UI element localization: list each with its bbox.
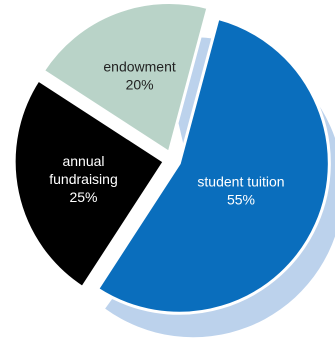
slice-value-endowment: 20% (126, 77, 154, 93)
pie-slice-endowment (41, 1, 210, 155)
pie-slice-annual-fundraising (12, 78, 166, 289)
slice-label-annual-fundraising: annual fundraising 25% (49, 153, 118, 205)
slice-name-annual-fundraising: fundraising (49, 171, 118, 187)
slice-label-student-tuition: student tuition 55% (197, 174, 284, 208)
slice-name-annual-fundraising: annual (62, 153, 104, 169)
slice-value-annual-fundraising: 25% (69, 189, 97, 205)
slice-name-endowment: endowment (103, 59, 175, 75)
slice-label-endowment: endowment 20% (103, 59, 175, 93)
slice-name-student-tuition: student tuition (197, 174, 284, 190)
pie-slice-student-tuition (96, 16, 331, 315)
slice-value-student-tuition: 55% (227, 192, 255, 208)
